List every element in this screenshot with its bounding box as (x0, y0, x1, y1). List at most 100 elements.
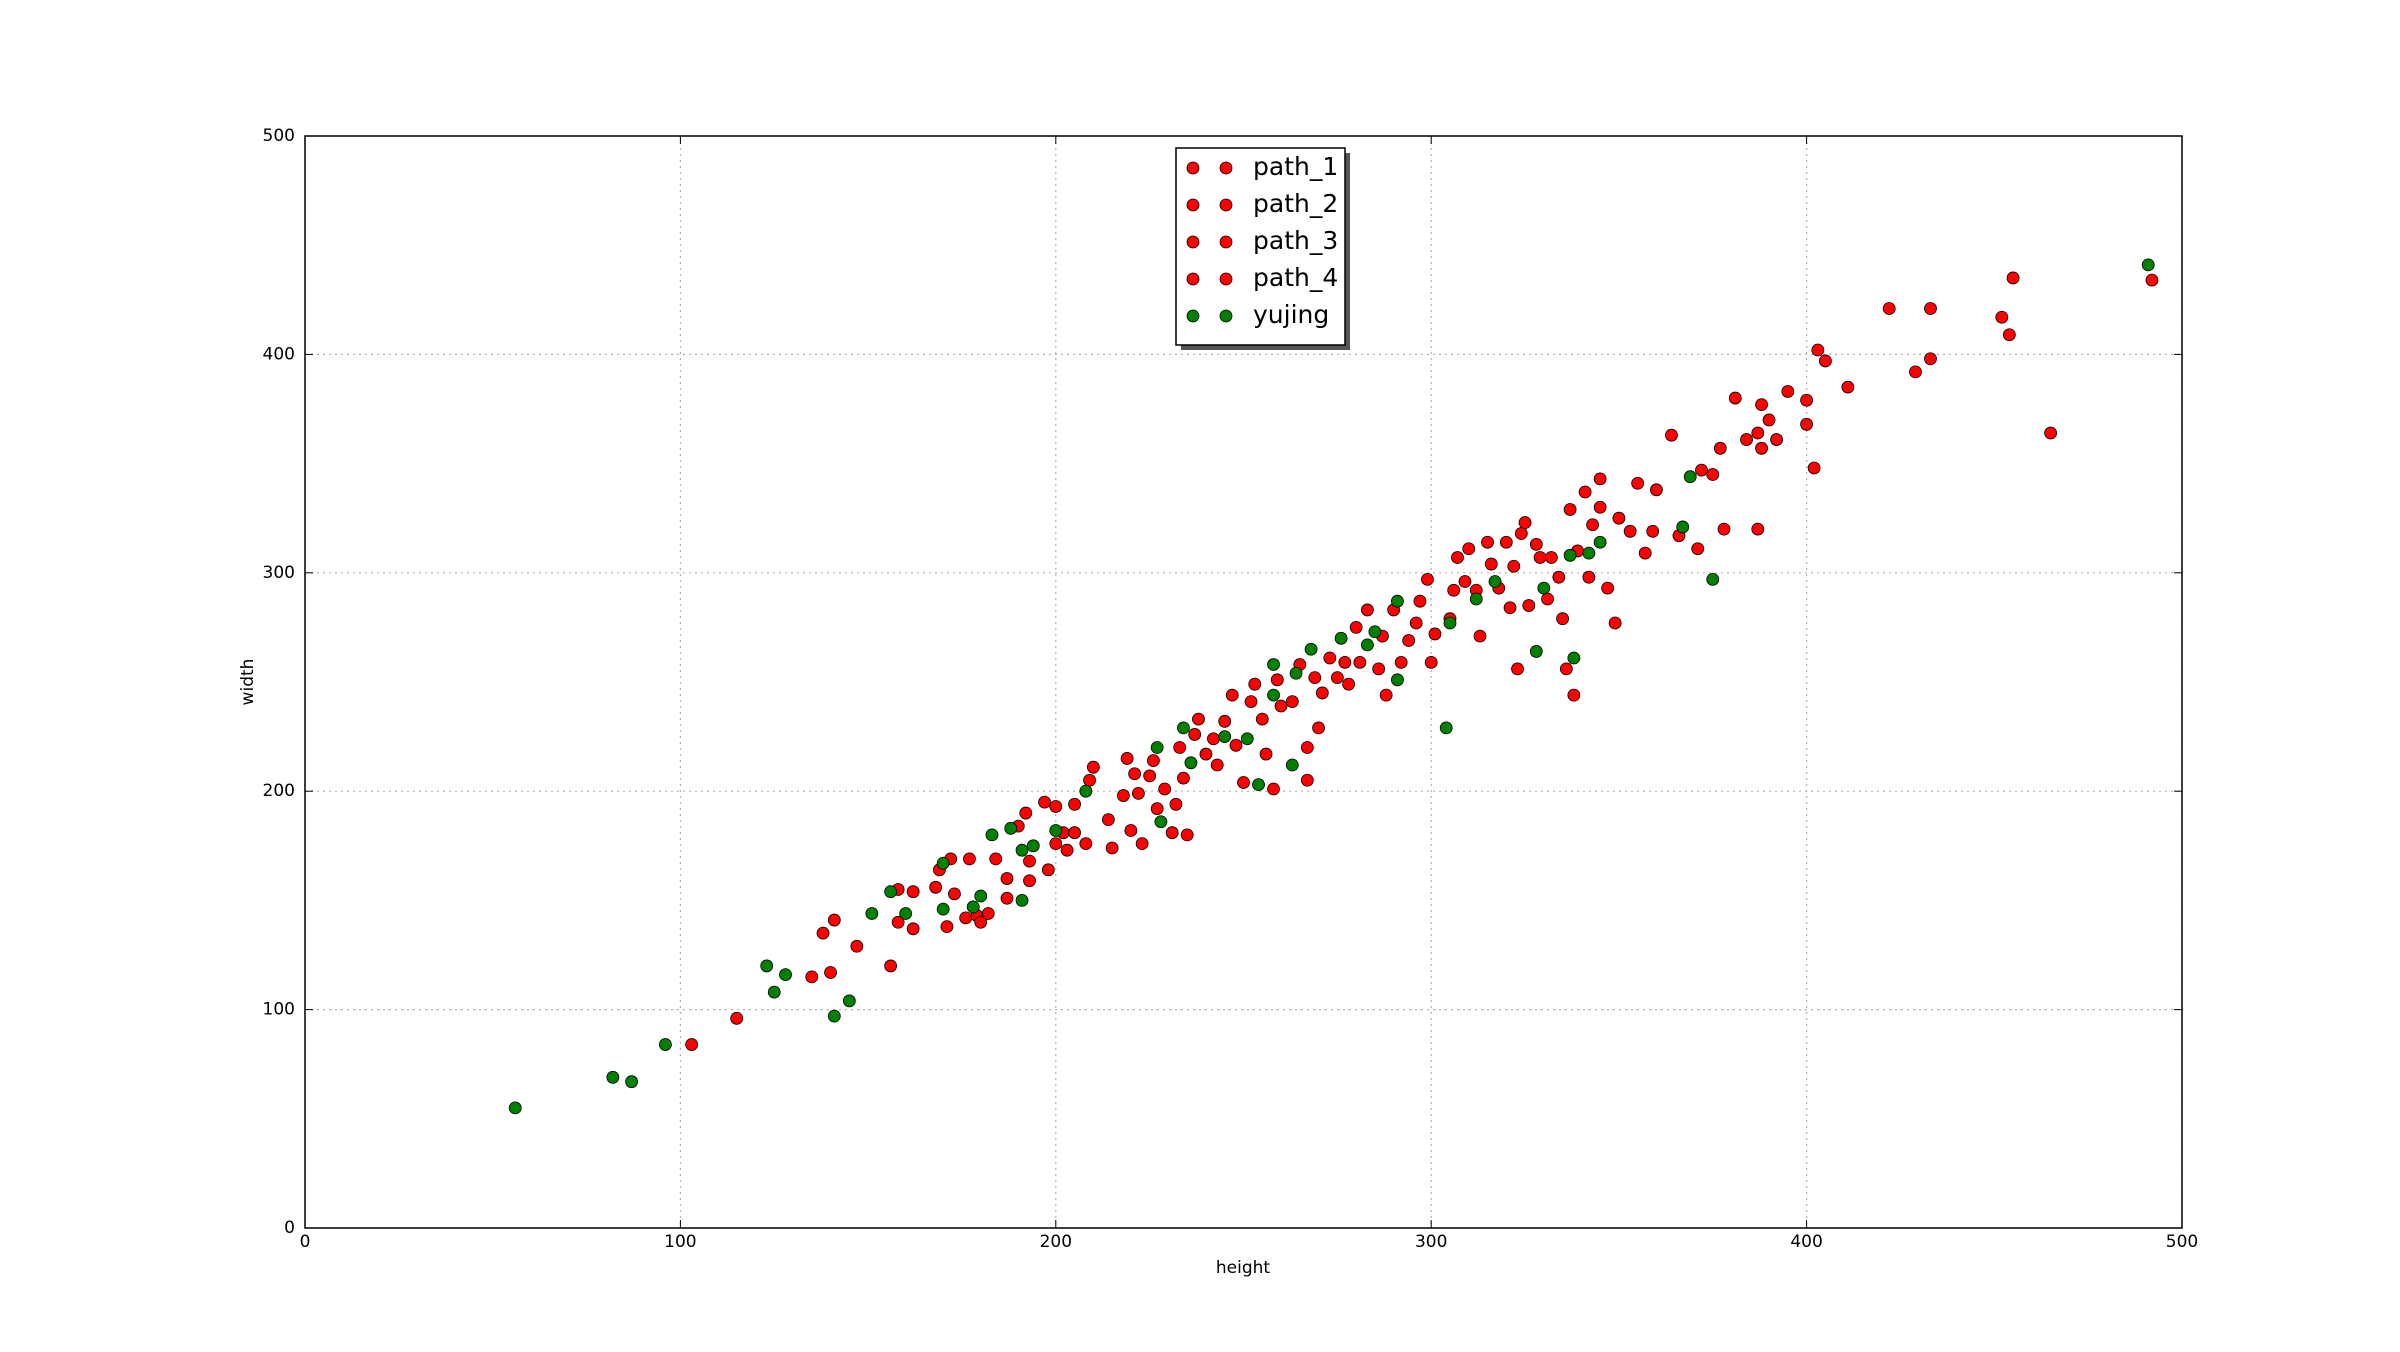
point (1304, 642, 1318, 656)
point (1638, 546, 1652, 560)
point (1593, 535, 1607, 549)
point (1631, 476, 1645, 490)
point (940, 920, 954, 934)
x-tick-label: 0 (300, 1232, 311, 1252)
point (1601, 581, 1615, 595)
point (1882, 302, 1896, 315)
point (730, 1011, 744, 1025)
point (1665, 428, 1678, 442)
point (1229, 738, 1243, 752)
point (989, 852, 1003, 866)
point (1105, 841, 1119, 855)
point (1368, 625, 1382, 639)
point (1541, 592, 1554, 606)
point (1439, 721, 1453, 735)
legend-label: path_4 (1253, 263, 1338, 292)
point (1413, 594, 1427, 608)
point (1372, 662, 1386, 676)
point (981, 907, 995, 920)
legend-marker (1186, 272, 1200, 286)
point (1116, 789, 1130, 802)
point (1300, 741, 1314, 754)
point (1706, 572, 1720, 586)
point (865, 907, 879, 920)
point (508, 1101, 522, 1115)
legend-marker (1186, 161, 1200, 175)
point (891, 915, 905, 929)
y-tick-label: 0 (284, 1218, 295, 1238)
point (2006, 271, 2020, 285)
point (1503, 601, 1517, 615)
point (936, 902, 950, 916)
point (1612, 511, 1626, 525)
point (1443, 616, 1457, 630)
point (1177, 771, 1190, 785)
point (1511, 662, 1524, 676)
y-tick-label: 400 (263, 344, 295, 364)
point (827, 1009, 841, 1023)
point (1000, 872, 1014, 885)
point (1334, 631, 1348, 645)
point (805, 970, 819, 984)
point (1556, 612, 1569, 626)
y-tick-label: 300 (263, 563, 295, 583)
point (1308, 671, 1322, 685)
point (1060, 843, 1074, 857)
point (1267, 688, 1280, 702)
point (1762, 413, 1776, 427)
point (1068, 797, 1081, 811)
point (1131, 786, 1145, 800)
point (1274, 699, 1288, 713)
point (1379, 688, 1393, 702)
point (1488, 575, 1502, 588)
point (1248, 677, 1262, 691)
point (1695, 463, 1708, 477)
point (959, 911, 973, 925)
point (2141, 258, 2155, 272)
point (625, 1075, 638, 1089)
point (1608, 616, 1622, 630)
point (1563, 548, 1577, 562)
point (1049, 800, 1063, 813)
y-axis-label: width (238, 659, 258, 706)
point (1218, 730, 1232, 743)
point (1818, 354, 1832, 368)
point (658, 1038, 672, 1051)
point (1755, 441, 1768, 455)
point (1567, 688, 1581, 702)
point (906, 885, 920, 899)
point (1360, 603, 1374, 617)
point (1143, 769, 1157, 783)
point (1770, 433, 1783, 446)
point (1909, 365, 1922, 379)
point (884, 885, 898, 899)
point (2002, 328, 2016, 342)
point (1593, 500, 1607, 514)
point (1706, 468, 1720, 481)
point (1447, 583, 1461, 597)
point (1537, 581, 1551, 595)
point (1038, 795, 1051, 809)
point (816, 926, 830, 940)
point (906, 922, 920, 936)
point (1289, 666, 1303, 680)
point (1481, 535, 1494, 549)
point (1154, 815, 1168, 829)
point (1781, 385, 1795, 398)
legend-marker (1219, 161, 1233, 175)
legend-label: path_3 (1253, 226, 1338, 255)
point (1924, 352, 1937, 366)
point (1023, 874, 1036, 888)
point (1023, 854, 1036, 868)
point (1004, 821, 1018, 835)
legend-marker (1219, 198, 1233, 212)
point (1428, 627, 1442, 641)
point (1578, 485, 1592, 499)
point (1207, 732, 1220, 746)
legend-marker (1219, 309, 1233, 323)
point (1582, 546, 1596, 560)
point (1210, 758, 1224, 772)
point (1582, 570, 1596, 584)
point (1552, 570, 1566, 584)
point (1147, 754, 1160, 768)
